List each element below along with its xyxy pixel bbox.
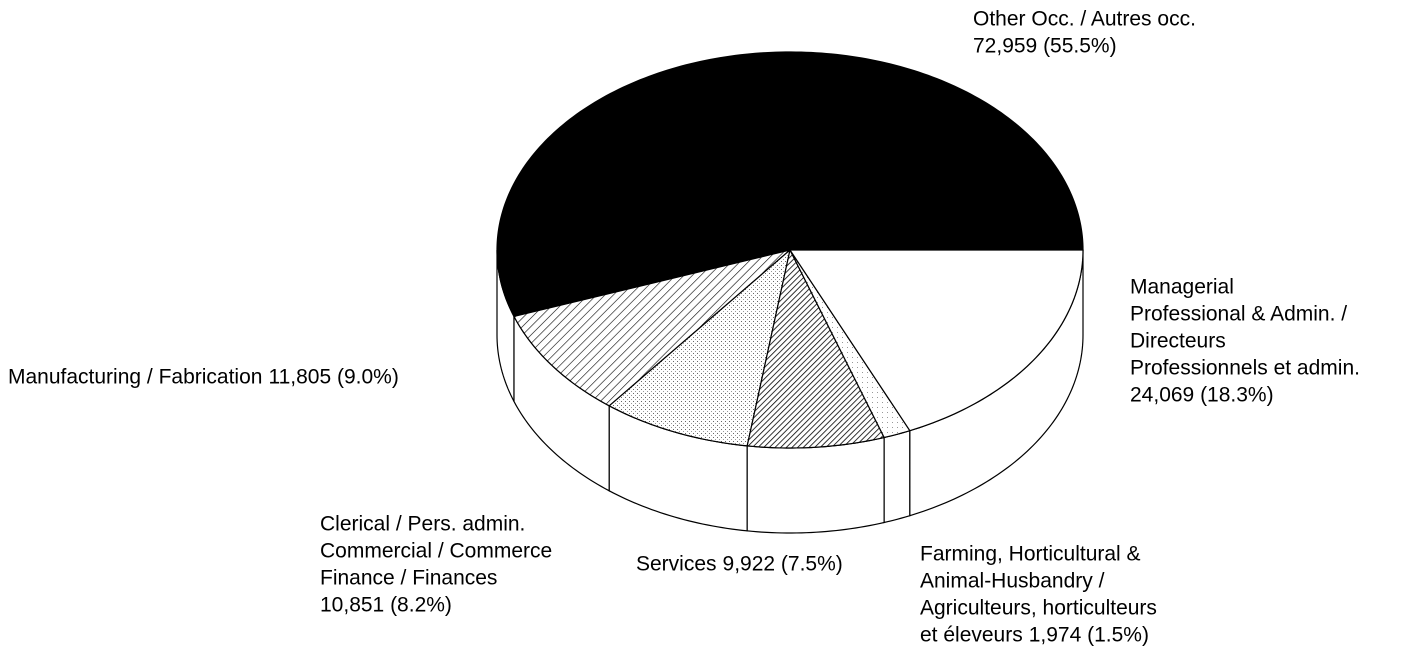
pie-side bbox=[883, 429, 911, 524]
value-label: 24,069 (18.3%) bbox=[1130, 384, 1274, 407]
slice-label: Agriculteurs, horticulteurs bbox=[920, 597, 1157, 620]
value-label: 10,851 (8.2%) bbox=[320, 594, 452, 617]
slice-label: Farming, Horticultural & bbox=[920, 543, 1141, 566]
value-label: 72,959 (55.5%) bbox=[973, 35, 1117, 58]
pie-slice bbox=[496, 51, 1084, 318]
slice-label: Commercial / Commerce bbox=[320, 540, 552, 563]
slice-label: Other Occ. / Autres occ. bbox=[973, 8, 1196, 31]
slice-label: Professional & Admin. / bbox=[1130, 303, 1347, 326]
value-label: 9,922 (7.5%) bbox=[723, 553, 843, 576]
slice-label: Clerical / Pers. admin. bbox=[320, 513, 525, 536]
pie-slice bbox=[746, 248, 886, 449]
slice-label: Manufacturing / Fabrication bbox=[8, 366, 262, 389]
pie-slice bbox=[608, 248, 791, 447]
slice-label: et éleveurs bbox=[920, 624, 1023, 647]
slice-label: Services bbox=[636, 553, 717, 576]
pie-slice bbox=[513, 249, 791, 407]
slice-label: Professionnels et admin. bbox=[1130, 357, 1360, 380]
slice-label: Finance / Finances bbox=[320, 567, 497, 590]
pie-slice bbox=[789, 249, 911, 439]
value-label: 1,974 (1.5%) bbox=[1029, 624, 1149, 647]
value-label: 11,805 (9.0%) bbox=[268, 366, 398, 389]
slice-label: Directeurs bbox=[1130, 330, 1226, 353]
pie-side bbox=[746, 436, 885, 534]
slice-label: Managerial bbox=[1130, 276, 1234, 299]
slice-label: Animal-Husbandry / bbox=[920, 570, 1105, 593]
pie-slice bbox=[788, 249, 1084, 432]
